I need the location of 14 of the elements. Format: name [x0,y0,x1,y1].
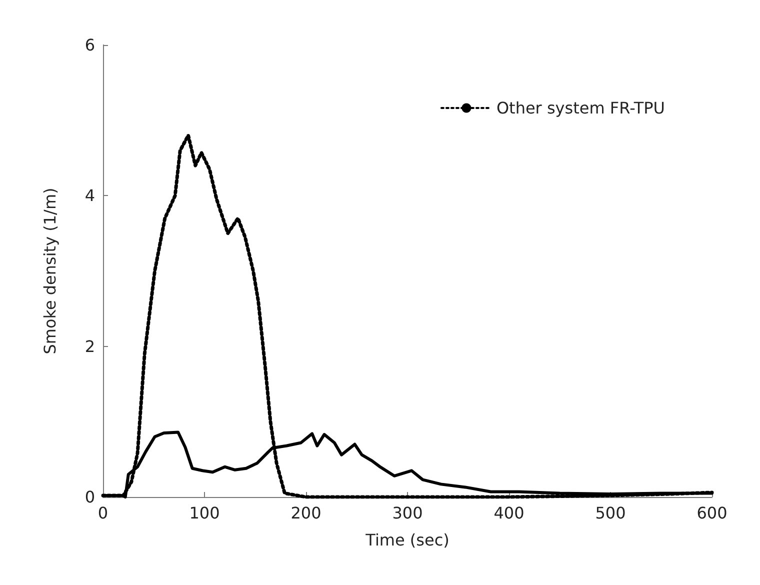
y-tick-label: 0 [84,488,95,506]
legend-label: Other system FR-TPU [496,98,666,118]
x-tick-label: 200 [290,504,322,522]
y-tick-label: 6 [84,36,95,54]
x-axis-title: Time (sec) [364,530,450,550]
x-tick-label: 600 [696,504,728,522]
x-tick-label: 400 [494,504,524,522]
x-tick-label: 300 [392,504,423,522]
y-tick-label: 2 [84,336,95,356]
x-tick-label: 100 [189,504,220,522]
y-axis-title: Smoke density (1/m) [40,188,60,354]
x-tick-label: 500 [595,504,626,522]
y-tick-label: 4 [84,186,95,206]
x-tick-label: 0 [98,504,108,522]
